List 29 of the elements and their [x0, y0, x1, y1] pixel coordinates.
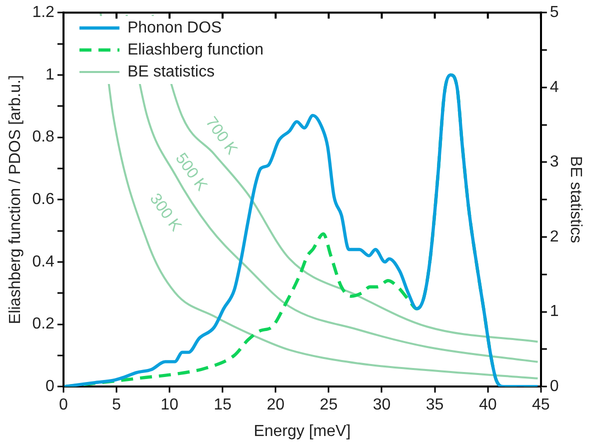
- y-tick-label: 0.6: [32, 191, 55, 208]
- y2-tick-label: 0: [550, 378, 559, 396]
- y2-tick-label: 5: [550, 4, 559, 22]
- y-tick-label: 1.2: [32, 4, 55, 22]
- legend-label: Phonon DOS: [127, 19, 222, 36]
- y-tick-label: 1: [46, 66, 55, 84]
- y-tick-label: 0: [46, 378, 55, 396]
- y-axis-title: Eliashberg function / PDOS [arb.u.]: [7, 75, 24, 324]
- x-tick-label: 45: [532, 396, 550, 414]
- x-tick-label: 30: [372, 396, 391, 414]
- y2-tick-label: 1: [550, 303, 559, 320]
- y-tick-label: 0.4: [32, 253, 55, 270]
- x-tick-label: 20: [266, 396, 285, 414]
- x-tick-label: 10: [160, 396, 179, 414]
- x-tick-label: 5: [112, 396, 122, 414]
- x-tick-label: 0: [58, 396, 68, 414]
- x-tick-label: 40: [478, 396, 497, 414]
- x-tick-label: 15: [214, 396, 232, 414]
- legend-label: BE statistics: [127, 63, 215, 80]
- y2-axis-title: BE statistics: [566, 156, 584, 244]
- x-axis-title: Energy [meV]: [254, 422, 351, 440]
- x-tick-label: 35: [426, 396, 444, 414]
- y-tick-label: 0.8: [32, 128, 55, 146]
- legend-label: Eliashberg function: [127, 41, 264, 58]
- y2-tick-label: 3: [550, 154, 559, 171]
- y-tick-label: 0.2: [32, 316, 55, 333]
- x-tick-label: 25: [320, 396, 338, 414]
- y2-tick-label: 2: [550, 228, 559, 246]
- y2-tick-label: 4: [550, 78, 559, 96]
